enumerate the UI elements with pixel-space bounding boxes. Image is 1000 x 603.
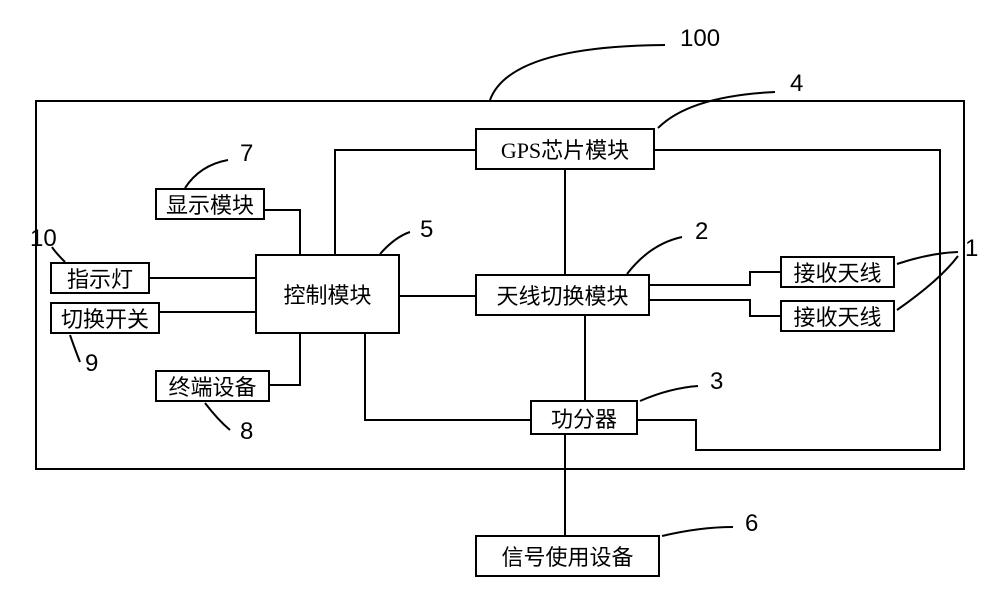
- node-control: 控制模块: [255, 254, 400, 334]
- callout-leader: [490, 45, 665, 100]
- node-switch: 切换开关: [50, 302, 160, 334]
- ref-label-100: 100: [680, 25, 720, 53]
- node-rx1: 接收天线: [780, 256, 895, 288]
- ref-label-9: 9: [85, 350, 98, 378]
- node-gps: GPS芯片模块: [475, 128, 655, 170]
- ref-label-1: 1: [965, 235, 978, 263]
- node-rx2: 接收天线: [780, 300, 895, 332]
- ref-label-10: 10: [30, 225, 57, 253]
- node-indicator: 指示灯: [50, 262, 150, 294]
- ref-label-2: 2: [695, 218, 708, 246]
- ref-label-6: 6: [745, 510, 758, 538]
- node-splitter: 功分器: [530, 400, 638, 435]
- node-terminal: 终端设备: [155, 370, 270, 402]
- node-signaluse: 信号使用设备: [475, 535, 660, 577]
- ref-label-5: 5: [420, 216, 433, 244]
- ref-label-8: 8: [240, 418, 253, 446]
- node-antswitch: 天线切换模块: [475, 274, 650, 316]
- node-display: 显示模块: [155, 188, 265, 220]
- ref-label-7: 7: [240, 140, 253, 168]
- ref-label-3: 3: [710, 368, 723, 396]
- ref-label-4: 4: [790, 70, 803, 98]
- diagram-canvas: GPS芯片模块显示模块指示灯切换开关控制模块天线切换模块接收天线接收天线终端设备…: [0, 0, 1000, 603]
- callout-leader: [662, 527, 733, 536]
